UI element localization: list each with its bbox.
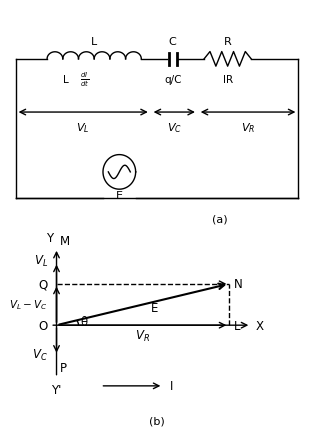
- Text: Y': Y': [51, 383, 62, 396]
- Text: N: N: [234, 278, 243, 291]
- Text: $V_L$: $V_L$: [77, 121, 90, 135]
- Text: X: X: [256, 319, 264, 332]
- Text: q/C: q/C: [164, 75, 181, 85]
- Text: O: O: [39, 319, 48, 332]
- Text: IR: IR: [223, 75, 233, 85]
- Text: C: C: [169, 37, 176, 46]
- Text: P: P: [60, 361, 67, 374]
- Text: Y: Y: [46, 231, 53, 244]
- Text: E: E: [116, 191, 123, 201]
- Text: $V_C$: $V_C$: [32, 347, 48, 362]
- Text: $\frac{dI}{dt}$: $\frac{dI}{dt}$: [80, 71, 89, 89]
- Text: Q: Q: [39, 278, 48, 291]
- Text: E: E: [151, 301, 159, 314]
- Text: (a): (a): [212, 214, 228, 224]
- Text: R: R: [224, 37, 231, 46]
- Text: L: L: [63, 75, 69, 85]
- Text: $V_L-V_C$: $V_L-V_C$: [9, 298, 48, 312]
- Text: $V_R$: $V_R$: [241, 121, 255, 135]
- Text: $V_R$: $V_R$: [135, 329, 150, 344]
- Text: $V_C$: $V_C$: [167, 121, 182, 135]
- Text: θ: θ: [81, 315, 88, 328]
- Text: L: L: [91, 37, 97, 46]
- Text: (b): (b): [149, 415, 165, 425]
- Text: M: M: [60, 234, 70, 247]
- Text: L: L: [234, 319, 241, 332]
- Text: $V_L$: $V_L$: [34, 253, 48, 268]
- Text: I: I: [170, 380, 173, 393]
